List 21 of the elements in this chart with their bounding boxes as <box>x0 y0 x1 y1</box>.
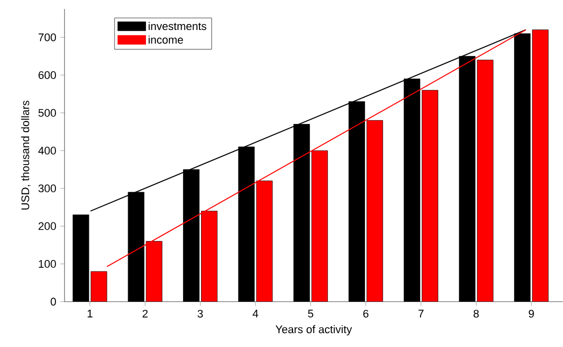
y-tick-label: 600 <box>38 71 56 80</box>
legend-label: income <box>148 36 183 44</box>
y-tick-label: 100 <box>38 260 56 268</box>
x-tick-label: 1 <box>88 310 92 318</box>
y-tick-label: 400 <box>38 146 56 155</box>
y-tick-label: 0 <box>50 298 56 306</box>
x-tick-label: 9 <box>528 310 534 318</box>
x-tick-label: 2 <box>142 310 148 318</box>
x-tick-label: 3 <box>198 310 203 318</box>
y-tick-label: 300 <box>38 184 56 192</box>
x-tick-label: 5 <box>308 310 314 318</box>
y-tick-label: 700 <box>38 34 56 42</box>
x-tick-label: 8 <box>474 310 479 318</box>
y-axis-title: USD, thousand dollars <box>21 100 30 210</box>
y-tick-label: 500 <box>38 109 56 117</box>
x-tick-label: 4 <box>252 310 258 318</box>
x-tick-label: 7 <box>418 310 424 318</box>
x-axis-title: Years of activity <box>276 325 352 336</box>
legend-label: investments <box>148 22 206 30</box>
y-tick-label: 200 <box>38 222 56 230</box>
x-tick-label: 6 <box>363 310 368 318</box>
